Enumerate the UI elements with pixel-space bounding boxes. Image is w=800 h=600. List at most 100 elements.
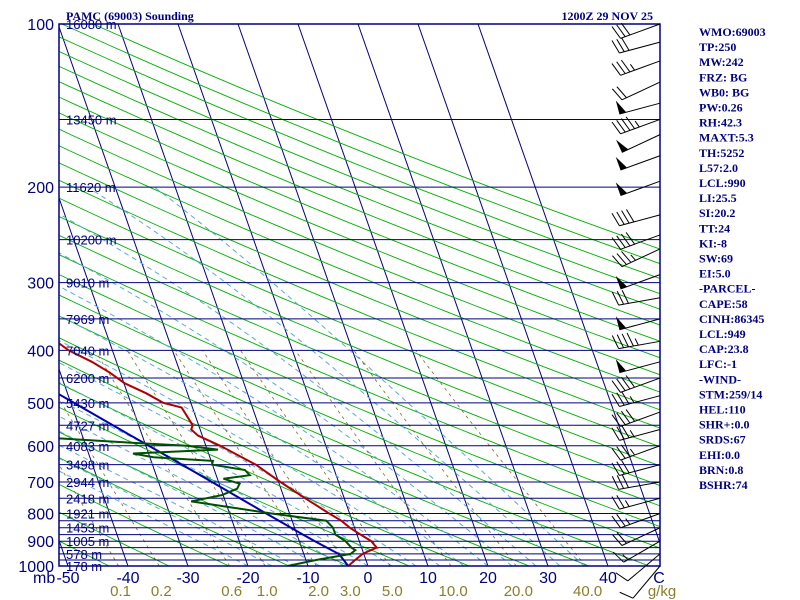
wind-barb [611,116,661,135]
wind-barb-shaft [621,81,661,101]
index-24: STM:259/14 [699,387,762,401]
mixing-ratio-unit: g/kg [648,583,676,600]
wind-barb-full [616,461,625,475]
index-27: SRDS:67 [699,433,746,447]
mixing-ratio-line [353,350,517,566]
wind-barb-shaft [620,60,661,76]
moist-adiabat [59,362,417,566]
dry-adiabat [59,112,660,359]
isotherm [297,24,489,566]
temperature-tick-label: -30 [176,570,199,587]
moist-adiabat [59,399,369,566]
wind-barb-full [611,462,620,476]
wind-barb-full [616,392,625,406]
wind-barb-full [625,116,636,129]
moist-adiabat [59,457,273,566]
wind-barb-full [611,496,620,510]
wind-barb-shaft [621,527,661,546]
wind-barb-full [626,209,635,223]
wind-barb-full [625,375,636,388]
wind-barb-shaft [618,297,661,306]
temperature-tick-label: -50 [56,570,79,587]
wind-barb-shaft [632,565,661,599]
wind-barb-full [619,591,634,599]
wind-barb [615,155,661,171]
wind-barb-half [625,518,631,525]
wind-barb-full [612,88,623,101]
pressure-tick-label: 600 [27,439,54,456]
mixing-ratio-label: 20.0 [504,583,533,600]
mixing-ratio-label: 3.0 [340,583,361,600]
mixing-ratio-label: 1.0 [257,583,278,600]
index-3: FRZ: BG [699,70,747,84]
wind-barb [616,134,661,153]
wind-barb [611,332,661,350]
isotherm [59,25,249,566]
mixing-ratio-label: 5.0 [382,583,403,600]
wind-barb [611,409,661,427]
dry-adiabat [0,24,72,578]
wind-barb-shaft [620,23,661,39]
wind-barb [611,474,661,490]
wind-barb-full [621,391,630,405]
wind-barb [615,100,661,115]
index-17: -PARCEL- [699,282,755,296]
index-2: MW:242 [699,55,744,69]
wind-barb-shaft [619,214,661,227]
index-20: LCL:949 [699,327,746,341]
temperature-tick-label: 10 [419,570,437,587]
height-label: 1921 m [66,506,109,521]
dry-adiabat [59,431,351,566]
dry-adiabat [59,511,171,566]
wind-barb-flag [615,156,628,171]
temperature-tick-label: 40 [599,570,617,587]
wind-barb-shaft [620,118,661,135]
wind-barb [615,553,661,582]
wind-barb-full [620,59,631,73]
wind-barb-full [612,534,623,546]
wind-barb-shaft [619,318,661,331]
wind-barb-full [620,410,631,424]
station-title: PAMC (69003) Sounding [66,9,194,23]
wind-barb-full [611,237,621,250]
profile-lines [59,342,379,566]
wind-barb-flag [615,275,628,289]
index-26: SHR+:0.0 [699,418,750,432]
wind-barb-shaft [620,377,661,393]
wind-barb [611,232,661,250]
wind-barb-full [611,213,620,227]
wind-barb-half [629,430,635,437]
wind-barb [611,375,661,393]
wind-barb-shaft [618,481,661,490]
temperature-line [59,342,379,566]
dewpoint-line [59,437,358,566]
index-19: CINH:86345 [699,312,764,326]
isotherm [177,24,369,566]
wind-barb-full [616,290,625,305]
index-6: RH:42.3 [699,116,742,130]
wind-barb [615,359,661,374]
index-13: TT:24 [699,221,730,235]
moist-adiabat [59,470,249,566]
wind-barb [611,460,661,476]
dry-adiabat [59,215,660,467]
height-label: 9010 m [66,276,109,291]
wind-barb-full [616,334,625,348]
index-25: HEL:110 [699,403,746,417]
index-9: L57:2.0 [699,161,738,175]
pressure-tick-label: 400 [27,343,54,360]
wind-barb-full [611,40,620,54]
wind-barb-full [611,448,621,461]
wind-barb-half [634,338,639,346]
wind-barb-full [611,121,621,135]
wind-barb [611,444,661,461]
mixing-ratio-label: 10.0 [439,583,468,600]
index-7: MAXT:5.3 [699,131,754,145]
height-label: 6200 m [66,371,109,386]
index-4: WB0: BG [699,85,749,99]
wind-barb-half [629,64,636,71]
dry-adiabat [59,128,660,376]
